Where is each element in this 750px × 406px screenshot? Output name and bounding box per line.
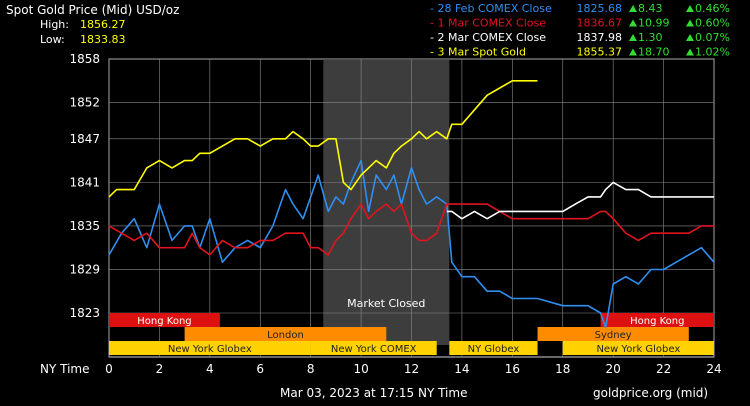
legend-change: 10.99 (638, 17, 670, 30)
legend-price: 1825.68 (577, 2, 623, 15)
legend-change: 18.70 (638, 46, 670, 59)
legend-label: - 28 Feb COMEX Close (430, 2, 552, 15)
session-label: New York Globex (168, 344, 252, 355)
legend-label: - 2 Mar COMEX Close (430, 31, 546, 44)
y-tick-label: 1841 (69, 175, 100, 189)
session-label: NY Globex (468, 344, 520, 355)
up-arrow-icon (686, 48, 694, 56)
up-arrow-icon (629, 34, 637, 41)
up-arrow-icon (686, 19, 694, 27)
up-arrow-icon (629, 5, 637, 12)
session-bar (600, 313, 714, 327)
legend-price: 1837.98 (577, 31, 623, 44)
session-label: Hong Kong (630, 316, 684, 327)
session-bar (109, 313, 220, 327)
low-value: 1833.83 (80, 33, 126, 46)
source-credit: goldprice.org (mid) (593, 386, 708, 400)
high-label: High: (40, 18, 69, 31)
x-tick-label: 10 (353, 362, 368, 376)
legend-change: 8.43 (638, 2, 663, 15)
x-tick-label: 12 (404, 362, 419, 376)
session-label: New York COMEX (331, 344, 417, 355)
up-arrow-icon (686, 5, 694, 12)
x-tick-label: 20 (606, 362, 621, 376)
low-label: Low: (40, 33, 65, 46)
legend-price: 1855.37 (577, 46, 623, 59)
session-bar (109, 341, 311, 355)
legend-percent: 0.60% (695, 17, 730, 30)
x-tick-label: 6 (256, 362, 264, 376)
up-arrow-icon (629, 48, 637, 56)
legend-label: - 3 Mar Spot Gold (430, 46, 526, 59)
legend-percent: 1.02% (695, 46, 730, 59)
high-value: 1856.27 (80, 18, 126, 31)
legend-percent: 0.07% (695, 31, 730, 44)
x-tick-label: 24 (706, 362, 721, 376)
legend-change: 1.30 (638, 31, 663, 44)
y-tick-label: 1829 (69, 262, 100, 276)
up-arrow-icon (629, 19, 637, 27)
x-axis-title: NY Time (40, 362, 90, 376)
x-tick-label: 18 (555, 362, 570, 376)
y-tick-label: 1835 (69, 219, 100, 233)
session-label: New York Globex (596, 344, 680, 355)
x-tick-label: 8 (307, 362, 315, 376)
trading-sessions: Hong Kong Hong Kong London Sydney New York G… (109, 313, 714, 355)
market-closed-label: Market Closed (347, 297, 425, 310)
series-line (446, 181, 714, 220)
x-tick-label: 2 (156, 362, 164, 376)
series-line (108, 203, 714, 256)
session-bar (310, 341, 437, 355)
legend-label: - 1 Mar COMEX Close (430, 17, 546, 30)
y-tick-label: 1847 (69, 132, 100, 146)
session-bar (537, 327, 689, 341)
series-line (108, 159, 715, 329)
session-label: Sydney (595, 330, 632, 341)
chart-title: Spot Gold Price (Mid) USD/oz (6, 3, 179, 17)
chart-legend: - 28 Feb COMEX Close 1825.68 8.43 0.46% - 1 … (430, 2, 730, 59)
timestamp: Mar 03, 2023 at 17:15 NY Time (280, 386, 467, 400)
y-tick-label: 1852 (69, 96, 100, 110)
series-line (108, 80, 538, 198)
x-tick-label: 4 (206, 362, 214, 376)
session-bar (562, 341, 714, 355)
x-tick-label: 0 (105, 362, 113, 376)
session-label: Hong Kong (137, 316, 191, 327)
session-bar (449, 341, 538, 355)
legend-price: 1836.67 (577, 17, 623, 30)
x-tick-label: 14 (454, 362, 469, 376)
y-tick-label: 1823 (69, 306, 100, 320)
price-series (108, 80, 715, 329)
session-label: London (267, 330, 304, 341)
session-bar (184, 327, 387, 341)
y-tick-label: 1858 (69, 52, 100, 66)
x-tick-label: 22 (656, 362, 671, 376)
y-axis: 1858 1852 1847 1841 1835 1829 1823 (69, 52, 100, 320)
legend-percent: 0.46% (695, 2, 730, 15)
x-axis: 0 2 4 6 8 10 12 14 16 18 20 22 24 (105, 362, 721, 376)
x-tick-label: 16 (505, 362, 520, 376)
up-arrow-icon (686, 34, 694, 41)
